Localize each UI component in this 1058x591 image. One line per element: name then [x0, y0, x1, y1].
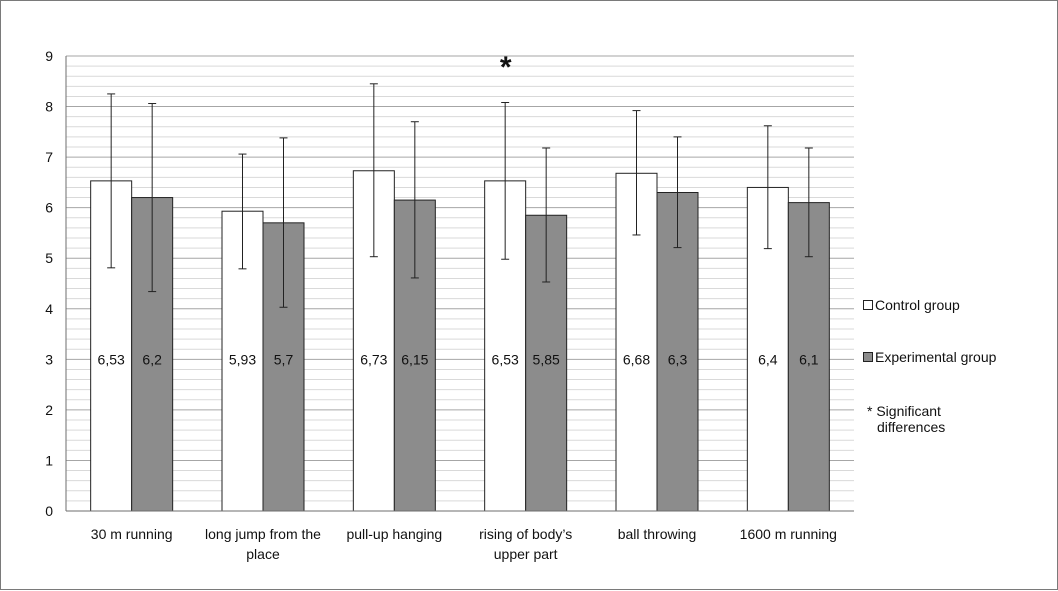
- y-tick-label: 8: [45, 99, 53, 115]
- data-label: 6,3: [668, 351, 688, 367]
- data-label: 6,2: [142, 351, 162, 367]
- legend-swatch-control: [863, 300, 873, 310]
- legend-significance-note: * Significant differences: [867, 403, 945, 435]
- y-tick-label: 3: [45, 351, 53, 367]
- data-label: 5,93: [229, 351, 256, 367]
- x-tick-label: place: [246, 546, 280, 562]
- y-tick-label: 0: [45, 503, 53, 519]
- data-label: 6,15: [401, 351, 428, 367]
- legend-item-control: Control group: [863, 297, 960, 313]
- x-tick-label: rising of body’s: [479, 526, 572, 542]
- x-tick-label: upper part: [494, 546, 558, 562]
- data-label: 6,73: [360, 351, 387, 367]
- y-tick-label: 9: [45, 48, 53, 64]
- y-tick-label: 6: [45, 200, 53, 216]
- data-label: 6,1: [799, 351, 819, 367]
- data-label: 6,53: [492, 351, 519, 367]
- x-tick-label: 30 m running: [91, 526, 173, 542]
- x-tick-label: 1600 m running: [740, 526, 837, 542]
- data-label: 6,68: [623, 351, 650, 367]
- data-label: 5,85: [533, 351, 560, 367]
- legend-note-line-1: * Significant: [867, 403, 941, 419]
- legend-swatch-experimental: [863, 352, 873, 362]
- data-label: 6,53: [98, 351, 125, 367]
- legend-label-control: Control group: [875, 297, 960, 313]
- y-tick-label: 4: [45, 301, 53, 317]
- y-tick-label: 7: [45, 149, 53, 165]
- x-tick-label: long jump from the: [205, 526, 321, 542]
- x-tick-label: ball throwing: [618, 526, 697, 542]
- y-tick-label: 5: [45, 250, 53, 266]
- legend-item-experimental: Experimental group: [863, 349, 996, 365]
- legend-note-line-2: differences: [877, 419, 946, 435]
- y-tick-label: 2: [45, 402, 53, 418]
- legend-label-experimental: Experimental group: [875, 349, 997, 365]
- y-tick-label: 1: [45, 452, 53, 468]
- data-label: 5,7: [274, 351, 294, 367]
- data-label: 6,4: [758, 351, 778, 367]
- significance-asterisk: *: [500, 51, 512, 84]
- x-tick-label: pull-up hanging: [346, 526, 442, 542]
